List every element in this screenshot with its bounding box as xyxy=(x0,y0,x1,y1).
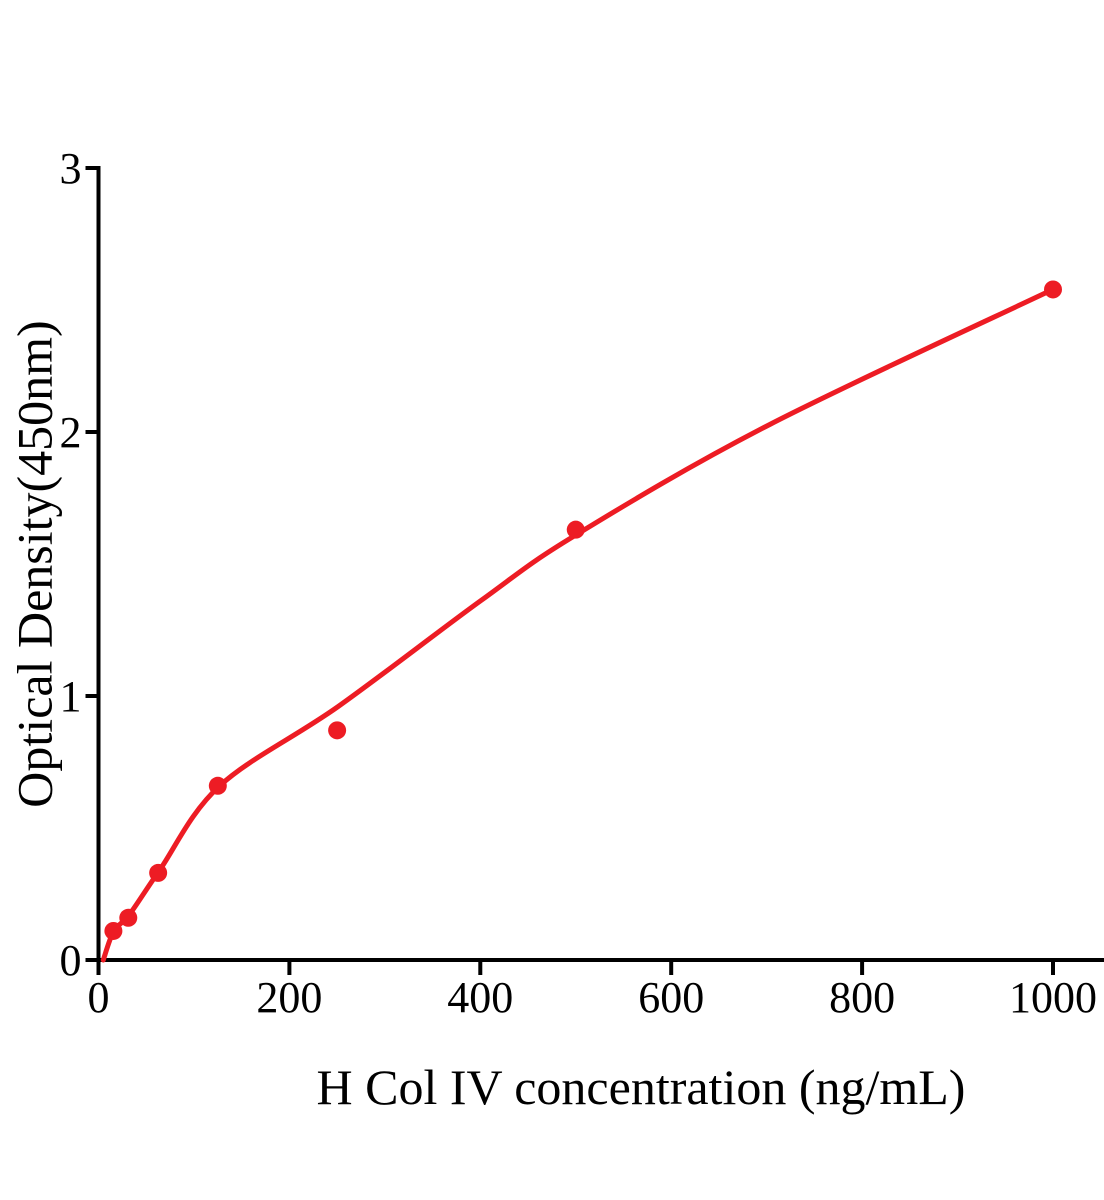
x-tick-label: 1000 xyxy=(1009,973,1097,1022)
y-tick-label: 1 xyxy=(60,672,82,721)
data-point xyxy=(566,520,585,539)
y-tick-label: 0 xyxy=(60,936,82,985)
y-tick-label: 2 xyxy=(60,408,82,457)
data-point xyxy=(328,721,347,740)
x-axis-title: H Col IV concentration (ng/mL) xyxy=(316,1059,966,1115)
x-tick-label: 0 xyxy=(88,973,110,1022)
axis-lines xyxy=(96,166,1104,962)
data-point xyxy=(104,921,123,940)
data-point xyxy=(1044,280,1062,299)
x-tick-label: 200 xyxy=(256,973,322,1022)
data-point xyxy=(149,863,168,882)
y-axis-title-box: Optical Density(450nm) xyxy=(6,168,64,960)
data-point xyxy=(119,908,138,927)
x-tick-label: 400 xyxy=(447,973,513,1022)
y-tick-label: 3 xyxy=(60,144,82,193)
fit-curve-line xyxy=(100,286,1056,963)
y-axis-title: Optical Density(450nm) xyxy=(7,320,63,808)
x-tick-label: 600 xyxy=(638,973,704,1022)
x-tick-label: 800 xyxy=(829,973,895,1022)
data-point xyxy=(208,776,227,795)
